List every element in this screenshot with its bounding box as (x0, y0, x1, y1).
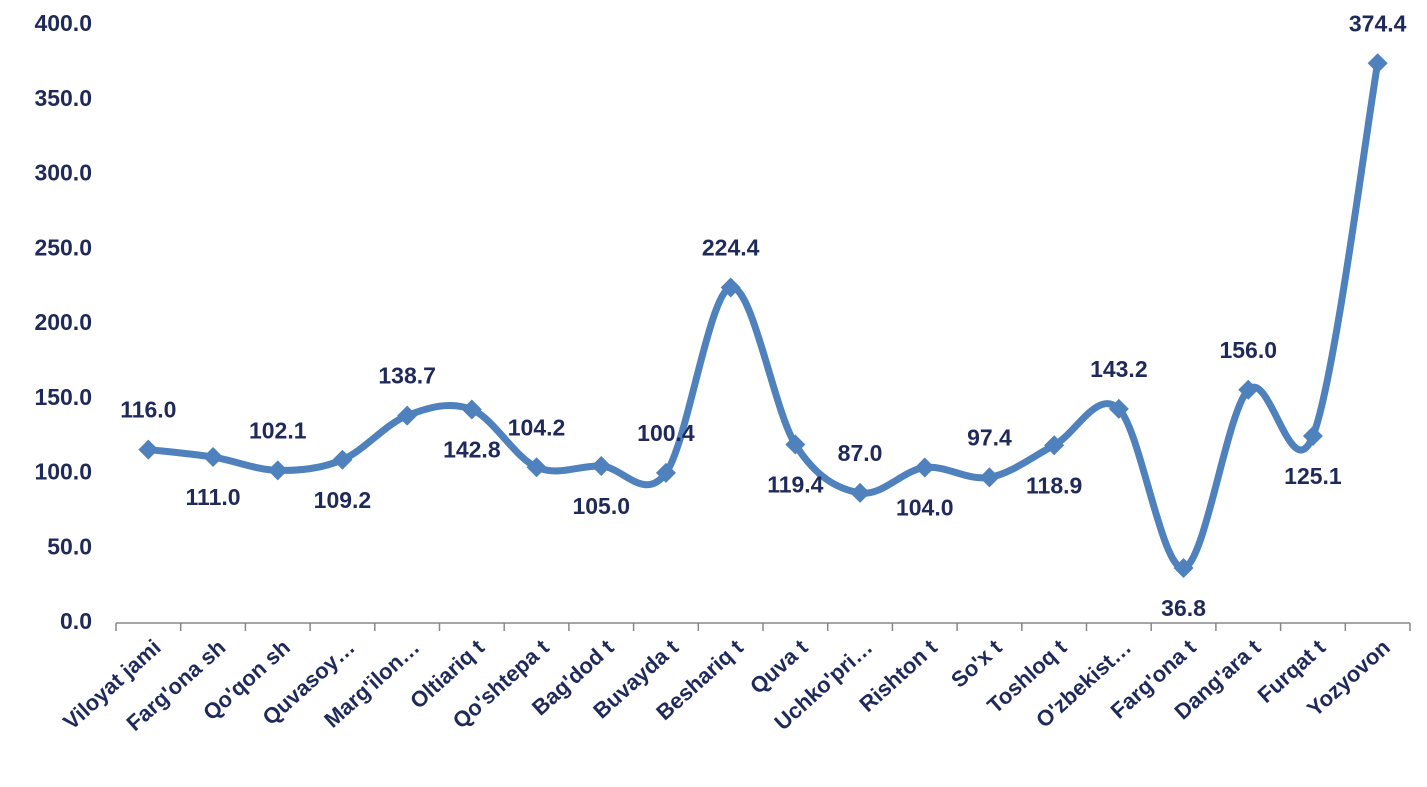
data-label: 105.0 (572, 493, 630, 519)
y-tick-label: 350.0 (34, 85, 92, 111)
marker (655, 462, 676, 483)
data-label: 224.4 (702, 235, 760, 261)
data-label: 102.1 (249, 417, 307, 443)
y-tick-label: 300.0 (34, 160, 92, 186)
marker (526, 457, 547, 478)
data-label: 100.4 (637, 420, 695, 446)
data-label: 111.0 (186, 484, 241, 510)
data-label: 138.7 (378, 363, 436, 389)
data-label: 109.2 (314, 487, 372, 513)
marker (914, 457, 935, 478)
marker (979, 467, 1000, 488)
data-label: 142.8 (443, 437, 501, 463)
data-label: 36.8 (1161, 595, 1206, 621)
marker (138, 439, 159, 460)
data-label: 118.9 (1026, 472, 1082, 498)
marker (850, 482, 871, 503)
marker (1173, 557, 1194, 578)
data-label: 143.2 (1090, 356, 1148, 382)
y-tick-label: 100.0 (34, 459, 92, 485)
data-label: 104.0 (896, 495, 954, 521)
marker (461, 399, 482, 420)
marker (785, 434, 806, 455)
data-label: 104.2 (508, 414, 566, 440)
marker (203, 447, 224, 468)
marker (720, 277, 741, 298)
marker (1238, 379, 1259, 400)
marker (591, 456, 612, 477)
y-tick-label: 150.0 (34, 384, 92, 410)
data-label: 116.0 (120, 397, 176, 423)
x-tick-label: So'x t (946, 634, 1007, 693)
data-label: 374.4 (1349, 10, 1407, 36)
data-label: 119.4 (767, 472, 823, 498)
y-tick-label: 400.0 (34, 10, 92, 36)
y-tick-label: 0.0 (60, 608, 92, 634)
data-label: 97.4 (967, 424, 1012, 450)
data-label: 156.0 (1219, 337, 1277, 363)
y-tick-label: 250.0 (34, 234, 92, 260)
y-tick-label: 50.0 (47, 533, 92, 559)
marker (397, 405, 418, 426)
y-tick-label: 200.0 (34, 309, 92, 335)
marker (1302, 425, 1323, 446)
marker (267, 460, 288, 481)
data-label: 125.1 (1284, 463, 1342, 489)
marker (332, 449, 353, 470)
marker (1044, 435, 1065, 456)
marker (1108, 398, 1129, 419)
marker (1367, 53, 1388, 74)
data-label: 87.0 (838, 440, 883, 466)
